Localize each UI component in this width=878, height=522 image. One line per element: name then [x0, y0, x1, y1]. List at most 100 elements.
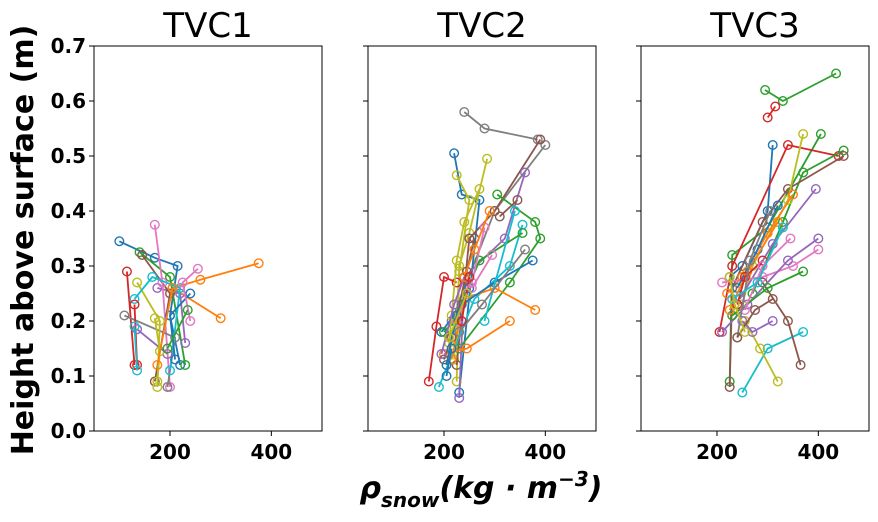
data-point: [441, 360, 452, 371]
data-point: [750, 305, 761, 316]
data-point: [162, 343, 173, 354]
series-line: [448, 293, 468, 338]
data-point: [722, 288, 733, 299]
data-point: [253, 258, 264, 269]
data-point: [798, 327, 809, 338]
data-point: [509, 205, 520, 216]
data-point: [770, 101, 781, 112]
data-point: [739, 305, 750, 316]
data-point: [813, 244, 824, 255]
chart-panel-2: TVC2 200 400: [363, 6, 597, 464]
data-point: [504, 316, 515, 327]
data-point: [461, 343, 472, 354]
data-point: [795, 360, 806, 371]
y-axis-label: Height above surface (m): [6, 25, 41, 456]
data-point: [182, 305, 193, 316]
data-point: [479, 123, 490, 134]
data-point: [149, 313, 160, 324]
data-point: [535, 134, 546, 145]
series-line: [463, 111, 538, 141]
series-line: [170, 262, 259, 320]
data-point: [777, 216, 788, 227]
data-point: [172, 261, 183, 272]
data-point: [195, 274, 206, 285]
series-line: [181, 268, 199, 322]
data-point: [132, 277, 143, 288]
chart-panel-3: TVC3 200 400: [636, 6, 870, 464]
data-point: [765, 205, 776, 216]
data-point: [454, 393, 465, 404]
data-point: [177, 277, 188, 288]
data-point: [439, 327, 450, 338]
data-point: [757, 216, 768, 227]
data-point: [737, 387, 748, 398]
data-point: [724, 382, 735, 393]
series-line: [718, 143, 839, 333]
series-line: [721, 237, 819, 333]
series-line: [764, 72, 837, 103]
data-point: [724, 272, 735, 283]
x-tick-label: 400: [797, 440, 839, 464]
data-point: [129, 294, 140, 305]
series-line: [736, 259, 764, 305]
data-point: [469, 244, 480, 255]
data-point: [737, 261, 748, 272]
data-point: [772, 216, 783, 227]
data-point: [466, 283, 477, 294]
data-point: [114, 236, 125, 247]
data-point: [772, 200, 783, 211]
data-point: [423, 376, 434, 387]
data-point: [788, 189, 799, 200]
data-point: [185, 288, 196, 299]
data-point: [798, 128, 809, 139]
data-point: [149, 219, 160, 230]
series-line: [731, 227, 784, 300]
chart-panels: TVC1 0.0 0.1 0.2 0.3 0.4 0.5 0.6 0.7 200 400 TVC2 20…: [51, 6, 870, 464]
data-point: [739, 272, 750, 283]
data-point: [540, 139, 551, 150]
data-point: [451, 255, 462, 266]
data-point: [152, 360, 163, 371]
x-label-main: ρ: [360, 471, 381, 506]
data-point: [739, 327, 750, 338]
data-point: [477, 299, 488, 310]
series-line: [448, 188, 481, 344]
data-point: [747, 327, 758, 338]
data-point: [717, 277, 728, 288]
series-line: [427, 275, 458, 382]
data-point: [727, 310, 738, 321]
series-line: [139, 251, 187, 366]
data-point: [782, 139, 793, 150]
data-point: [762, 343, 773, 354]
data-point: [439, 272, 450, 283]
data-point: [180, 338, 191, 349]
data-point: [732, 332, 743, 343]
data-point: [810, 183, 821, 194]
data-point: [788, 261, 799, 272]
series-line: [458, 193, 542, 350]
data-point: [492, 189, 503, 200]
series-line: [156, 287, 174, 366]
data-point: [164, 272, 175, 283]
data-point: [152, 382, 163, 393]
data-point: [489, 205, 500, 216]
data-point: [520, 167, 531, 178]
data-point: [119, 310, 130, 321]
data-point: [520, 244, 531, 255]
x-tick-label: 200: [423, 440, 465, 464]
plot-frame: [93, 45, 323, 432]
data-point: [798, 167, 809, 178]
data-point: [134, 247, 145, 258]
x-tick-label: 200: [149, 440, 191, 464]
data-point: [499, 233, 510, 244]
series-line: [133, 326, 138, 371]
data-point: [535, 233, 546, 244]
data-point: [170, 354, 181, 365]
plot-frame: [640, 45, 870, 432]
data-point: [785, 233, 796, 244]
data-point: [782, 255, 793, 266]
series-line: [744, 237, 792, 311]
data-point: [744, 255, 755, 266]
data-point: [185, 316, 196, 327]
series-line: [736, 210, 772, 338]
